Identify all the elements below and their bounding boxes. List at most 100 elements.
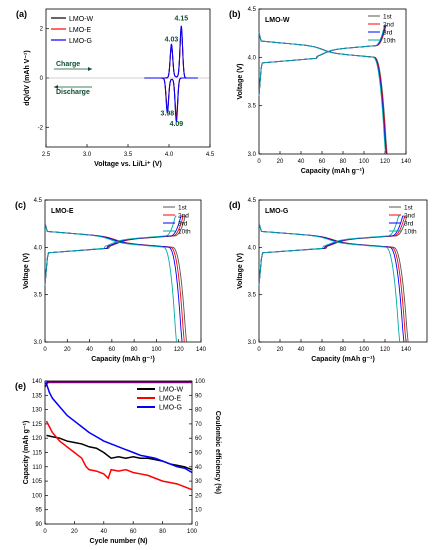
legend-label-1st: 1st xyxy=(404,205,413,212)
panel-label: (e) xyxy=(15,381,26,391)
y-tick-label: 3.0 xyxy=(248,152,257,158)
panel-e: 0 20 40 60 80 1009095100105110115120125130135… xyxy=(15,379,221,545)
series-line-2nd-charge xyxy=(44,215,185,286)
y2-tick-label: 80 xyxy=(195,408,202,414)
x-tick-label: 80 xyxy=(340,347,347,353)
x-tick-label: 2.5 xyxy=(42,152,51,158)
y-tick-label: 110 xyxy=(32,465,42,471)
y-axis-label: Voltage (V) xyxy=(237,253,244,289)
y2-tick-label: 70 xyxy=(195,422,202,428)
legend-label-lmo-g: LMO-G xyxy=(69,38,92,45)
series-line-1st-discharge xyxy=(258,32,388,155)
y-tick-label: 100 xyxy=(32,493,43,499)
x-tick-label: 140 xyxy=(196,347,207,353)
legend-label-3rd: 3rd xyxy=(383,30,393,37)
y-tick-label: 115 xyxy=(32,451,42,457)
x-tick-label: 0 xyxy=(257,347,261,353)
x-tick-label: 0 xyxy=(43,347,47,353)
x-tick-label: 40 xyxy=(298,347,305,353)
y-tick-label: 2 xyxy=(40,27,44,33)
series-line-1st-charge xyxy=(258,24,388,97)
x-tick-label: 100 xyxy=(359,159,370,165)
y-tick-label: 120 xyxy=(32,436,43,442)
y-tick-label: 4.5 xyxy=(248,7,257,13)
legend-label-2nd: 2nd xyxy=(178,213,189,220)
y-axis-label: Capacity (mAh g⁻¹) xyxy=(23,421,30,485)
x-tick-label: 4.0 xyxy=(165,152,174,158)
y-axis-label: dQ/dV (mAh V⁻¹) xyxy=(24,50,31,105)
y-tick-label: 135 xyxy=(32,393,43,399)
panel-title: LMO-W xyxy=(265,17,290,24)
y2-tick-label: 40 xyxy=(195,465,202,471)
legend-label-3rd: 3rd xyxy=(404,221,414,228)
series-line-1st-charge xyxy=(44,215,187,286)
series-line-2nd-discharge xyxy=(258,32,388,155)
x-tick-label: 60 xyxy=(130,529,137,535)
legend-label-1st: 1st xyxy=(178,205,187,212)
x-tick-label: 120 xyxy=(380,159,391,165)
x-tick-label: 60 xyxy=(319,159,326,165)
y-tick-label: 4.0 xyxy=(248,245,257,251)
peak-label: 4.03 xyxy=(165,37,179,44)
peak-label: 4.15 xyxy=(174,16,188,23)
x-tick-label: 20 xyxy=(277,347,284,353)
y2-axis-label: Coulombic efficiency (%) xyxy=(214,411,221,494)
x-tick-label: 120 xyxy=(380,347,391,353)
y-tick-label: 105 xyxy=(32,479,43,485)
series-line-2nd-charge xyxy=(258,215,407,286)
x-tick-label: 0 xyxy=(43,529,47,535)
x-axis-label: Capacity (mAh g⁻¹) xyxy=(311,356,375,363)
y2-tick-label: 100 xyxy=(195,379,206,385)
series-line-10th-charge xyxy=(258,215,400,286)
series-line-10th-discharge xyxy=(258,222,401,343)
annotation-charge: Charge xyxy=(56,61,80,68)
x-tick-label: 80 xyxy=(159,529,166,535)
x-tick-label: 100 xyxy=(359,347,370,353)
y2-tick-label: 20 xyxy=(195,493,202,499)
y-tick-label: 3.5 xyxy=(34,293,43,299)
legend-label-10th: 10th xyxy=(404,229,417,236)
capacity-line-lmo-e xyxy=(45,420,193,491)
legend-label-2nd: 2nd xyxy=(404,213,415,220)
series-line-10th-charge xyxy=(258,24,386,97)
y2-tick-label: 0 xyxy=(195,522,199,528)
x-tick-label: 100 xyxy=(151,347,162,353)
y-tick-label: 4.0 xyxy=(248,55,257,61)
arrow-charge-head xyxy=(88,67,92,71)
series-line-10th-discharge xyxy=(44,222,177,343)
y-axis-label: Voltage (V) xyxy=(237,63,244,99)
legend-label-lmo-e: LMO-E xyxy=(69,27,92,34)
x-tick-label: 140 xyxy=(401,347,412,353)
x-tick-label: 4.5 xyxy=(206,152,215,158)
y-tick-label: 95 xyxy=(35,508,42,514)
y-tick-label: 125 xyxy=(32,422,43,428)
series-line-3rd-charge xyxy=(258,24,387,97)
x-tick-label: 20 xyxy=(64,347,71,353)
x-tick-label: 80 xyxy=(340,159,347,165)
plot-frame xyxy=(44,199,202,343)
y-tick-label: 3.0 xyxy=(248,340,257,346)
panel-title: LMO-E xyxy=(51,208,74,215)
panel-a: 2.5 3.0 3.5 4.0 4.5 -2 0 2 Voltage vs. Li/Li⁺ (V… xyxy=(16,8,215,168)
y-tick-label: 90 xyxy=(35,522,42,528)
legend-label-10th: 10th xyxy=(383,38,396,45)
panel-label: (d) xyxy=(229,200,241,210)
annotation-discharge: Discharge xyxy=(56,89,90,96)
series-line-lmo-g-discharge xyxy=(144,77,198,122)
panel-label: (c) xyxy=(15,200,26,210)
x-tick-label: 120 xyxy=(174,347,185,353)
x-axis-label: Cycle number (N) xyxy=(90,538,148,545)
x-axis-label: Capacity (mAh g⁻¹) xyxy=(301,168,365,175)
y2-tick-label: 50 xyxy=(195,451,202,457)
panel-title: LMO-G xyxy=(265,208,289,215)
arrow-discharge-head xyxy=(54,85,58,89)
y-axis-label: Voltage (V) xyxy=(23,253,30,289)
efficiency-line-lmo-e xyxy=(44,381,192,386)
peak-label: 3.98 xyxy=(161,111,175,118)
panel-c: 0 20 40 60 80 100 120 140 3.0 3.5 4.0 4.5 Capacity (… xyxy=(15,198,207,363)
y-tick-label: 3.5 xyxy=(248,293,257,299)
panel-label: (a) xyxy=(16,9,27,19)
legend-label-2nd: 2nd xyxy=(383,22,394,29)
y2-tick-label: 10 xyxy=(195,508,202,514)
